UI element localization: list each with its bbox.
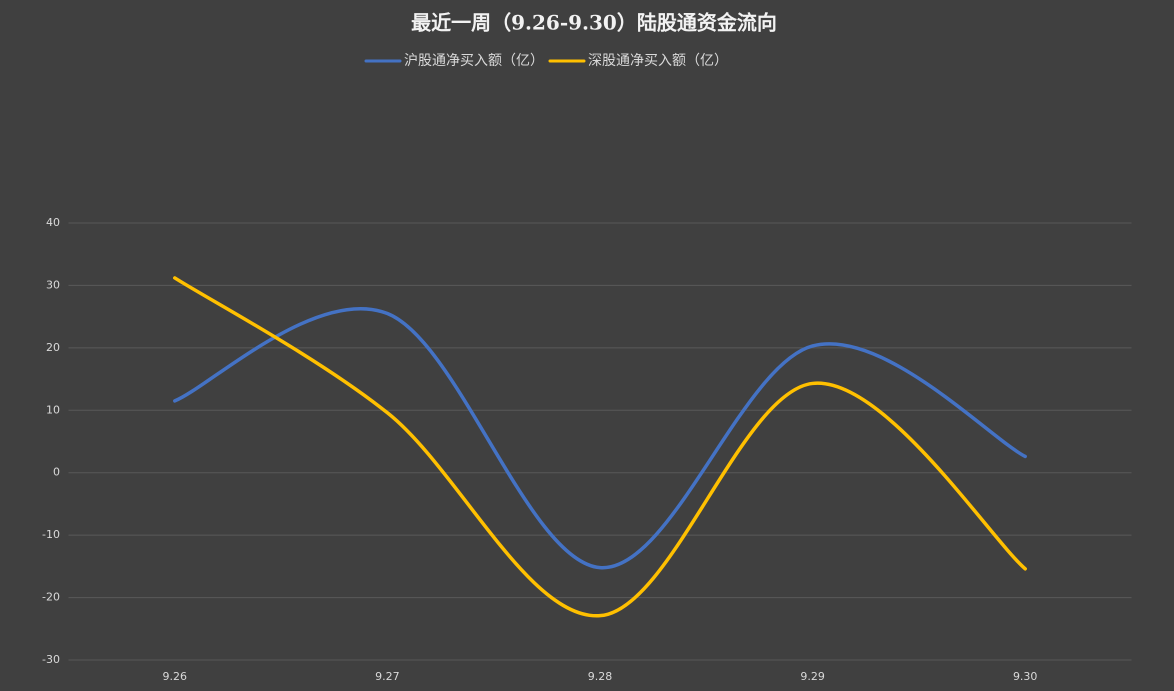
x-tick-label: 9.26 [163,670,188,683]
y-tick-label: -10 [42,528,60,541]
y-tick-label: 40 [46,216,60,229]
series-line [173,276,1027,618]
legend-label: 沪股通净买入额（亿） [404,53,544,69]
legend-label: 深股通净买入额（亿） [588,53,728,69]
y-tick-label: 20 [46,341,60,354]
y-tick-label: 10 [46,403,60,416]
x-tick-label: 9.28 [588,670,613,683]
y-tick-label: 30 [46,278,60,291]
chart-title: 最近一周（9.26-9.30）陆股通资金流向 [411,11,777,35]
x-tick-label: 9.29 [800,670,825,683]
series-line [173,306,1027,570]
y-tick-label: -30 [42,653,60,666]
y-tick-label: 0 [53,466,60,479]
y-tick-label: -20 [42,591,60,604]
x-tick-label: 9.27 [375,670,400,683]
x-tick-label: 9.30 [1013,670,1038,683]
